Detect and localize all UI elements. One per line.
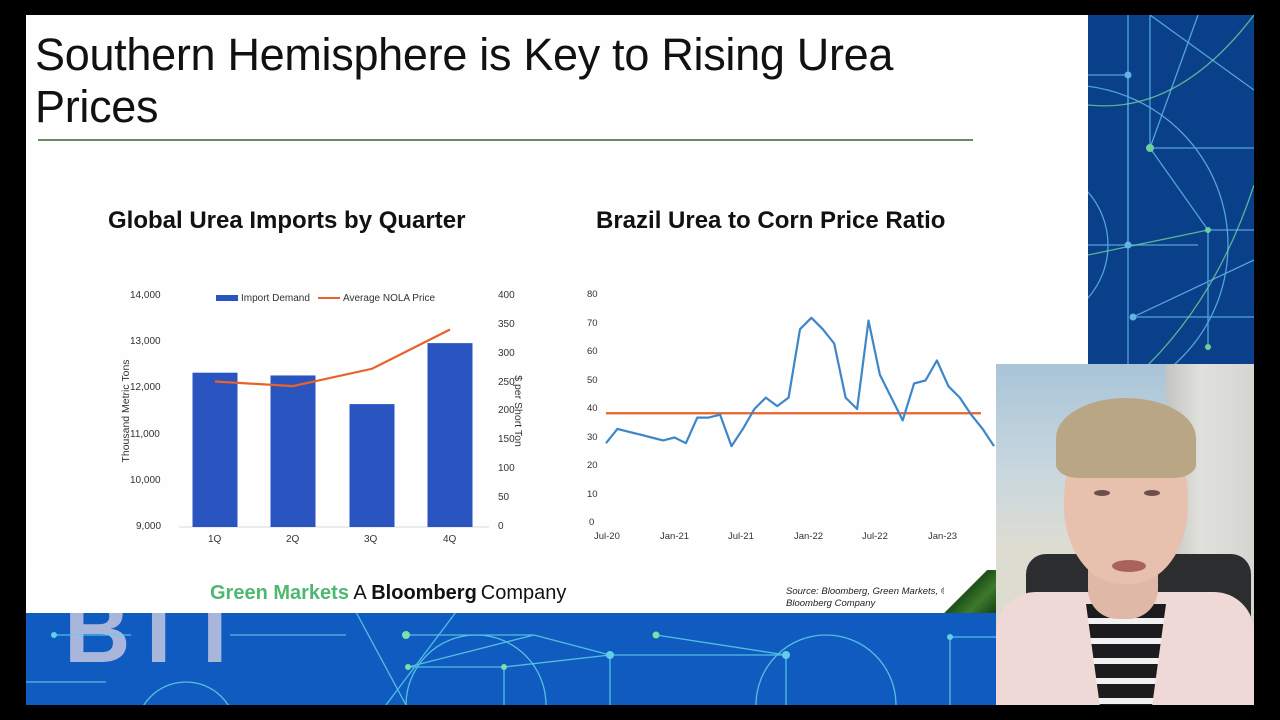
logo-company: Company: [480, 582, 567, 604]
y-tick: 11,000: [130, 429, 160, 440]
y2-tick: 50: [498, 492, 510, 503]
y-tick: 30: [587, 432, 598, 443]
y2-tick: 150: [498, 434, 515, 445]
slide-title-line1: Southern Hemisphere is Key to Rising Ure…: [35, 29, 894, 80]
x-tick: Jan-21: [660, 531, 690, 542]
title-divider: [38, 139, 973, 141]
legend-line-swatch-icon: [318, 297, 340, 300]
y-tick: 40: [587, 403, 598, 414]
network-pattern-icon: [1088, 15, 1254, 365]
y-tick: 70: [587, 318, 598, 329]
green-markets-logo: Green Markets A Bloomberg Company: [210, 582, 566, 605]
logo-a: A: [353, 582, 366, 604]
y2-tick: 250: [498, 377, 515, 388]
legend-label: Import Demand: [241, 293, 310, 304]
x-tick: 4Q: [443, 534, 457, 545]
x-tick: Jul-21: [728, 531, 754, 542]
slide-title: Southern Hemisphere is Key to Rising Ure…: [35, 29, 1035, 133]
decorative-network-panel-right: [1088, 15, 1254, 365]
urea-corn-ratio-line: [605, 316, 995, 448]
import-demand-bar: [270, 375, 316, 527]
legend-nola-price: Average NOLA Price: [318, 293, 435, 304]
slide-footer: [26, 570, 996, 613]
slide-title-line2: Prices: [35, 81, 159, 132]
network-pattern-icon: BTT: [26, 612, 996, 705]
legend-import-demand: Import Demand: [216, 293, 310, 304]
presenter-mouth: [1112, 560, 1146, 572]
y-tick: 10: [587, 489, 598, 500]
y2-tick: 100: [498, 463, 515, 474]
y2-tick: 200: [498, 405, 515, 416]
y2-tick: 400: [498, 290, 515, 301]
grass-image: [944, 570, 996, 613]
y-tick: 13,000: [130, 336, 161, 347]
import-demand-bar: [349, 404, 395, 527]
legend-bar-swatch-icon: [216, 295, 238, 302]
ratio-plot-area: [605, 316, 995, 448]
y-tick: 0: [589, 517, 595, 528]
presenter-hair: [1056, 398, 1196, 478]
y-tick: 10,000: [130, 475, 161, 486]
x-tick: 3Q: [364, 534, 378, 545]
y-tick: 12,000: [130, 382, 161, 393]
chart-title-ratio: Brazil Urea to Corn Price Ratio: [596, 207, 946, 234]
logo-green-markets: Green Markets: [210, 582, 349, 604]
y2-tick: 300: [498, 348, 515, 359]
presenter-eye-right: [1144, 490, 1160, 496]
chart-title-imports: Global Urea Imports by Quarter: [108, 207, 466, 234]
y-tick: 50: [587, 375, 598, 386]
x-tick: 1Q: [208, 534, 222, 545]
import-demand-bars: [192, 343, 473, 527]
nola-price-line: [214, 328, 451, 388]
y-tick: 14,000: [130, 290, 161, 301]
imports-chart: 9,000 10,000 11,000 12,000 13,000 14,000…: [26, 15, 556, 575]
y2-tick: 350: [498, 319, 515, 330]
ratio-chart: 0 10 20 30 40 50 60 70 80 Jul-20 Jan-21 …: [26, 15, 1026, 575]
presenter-shirt: [1086, 604, 1166, 705]
y2-tick: 0: [498, 521, 504, 532]
decorative-network-band-bottom: BTT: [26, 612, 996, 705]
y-tick: 60: [587, 346, 598, 357]
x-tick: Jan-23: [928, 531, 958, 542]
source-note: Source: Bloomberg, Green Markets, © A Bl…: [786, 586, 956, 609]
imports-plot-area: [179, 328, 489, 528]
x-tick: Jul-20: [594, 531, 620, 542]
y-tick: 20: [587, 460, 598, 471]
presenter-webcam: [996, 364, 1254, 705]
legend-label: Average NOLA Price: [343, 293, 436, 304]
presenter-eye-left: [1094, 490, 1110, 496]
presentation-slide: BTT: [26, 15, 1254, 705]
x-tick: 2Q: [286, 534, 300, 545]
x-tick: Jan-22: [794, 531, 824, 542]
import-demand-bar: [192, 372, 238, 527]
logo-bloomberg: Bloomberg: [371, 582, 477, 604]
watermark-text: BTT: [64, 612, 243, 682]
y-tick: 9,000: [136, 521, 162, 532]
x-tick: Jul-22: [862, 531, 888, 542]
y-tick: 80: [587, 289, 598, 300]
import-demand-bar: [427, 343, 473, 527]
